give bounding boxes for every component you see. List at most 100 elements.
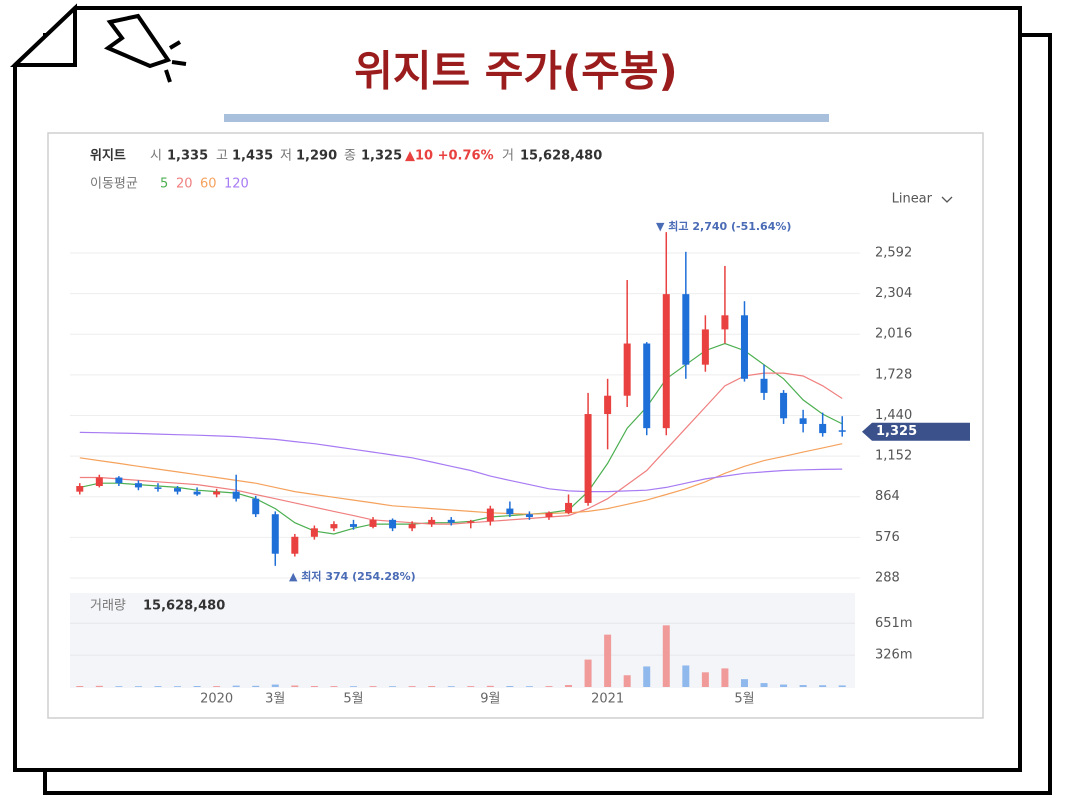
volume-bar <box>271 684 279 687</box>
ma-line <box>79 342 843 535</box>
candle-body <box>134 483 142 488</box>
candle-body <box>232 491 240 499</box>
candle-body <box>799 418 807 424</box>
volume-bar <box>643 666 651 687</box>
volume-label: 거래량 <box>90 599 126 614</box>
ma-legend-entry: 60 <box>200 177 217 192</box>
ma-line <box>79 372 843 525</box>
candle-body <box>623 343 631 396</box>
volume-bar <box>232 685 240 687</box>
y-tick-label: 2,016 <box>875 327 912 342</box>
price-change: ▲10 +0.76% <box>405 149 494 164</box>
ma-legend-entry: 120 <box>224 177 249 192</box>
volume-bar <box>154 686 162 687</box>
dropdown-caret[interactable] <box>941 196 953 203</box>
quote-label: 시 <box>150 149 162 164</box>
quote-value: 1,290 <box>296 149 337 164</box>
quote-value: 1,325 <box>361 149 402 164</box>
volume-bar <box>819 685 827 687</box>
scale-selector[interactable]: Linear <box>892 192 933 207</box>
volume-bar <box>525 686 533 687</box>
title-underline <box>224 114 829 122</box>
volume-bar <box>213 686 221 687</box>
candle-body <box>271 514 279 554</box>
candle-body <box>389 519 397 529</box>
y-tick-label: 1,152 <box>875 449 912 464</box>
candle-body <box>740 315 748 379</box>
candle-body <box>95 477 103 487</box>
ma-legend-entry: 5 <box>160 177 168 192</box>
volume-bar <box>330 686 338 687</box>
y-tick-label: 1,728 <box>875 367 912 382</box>
folded-corner <box>9 3 77 67</box>
candle-body <box>252 498 260 515</box>
candle-body <box>154 487 162 489</box>
candle-body <box>76 486 84 492</box>
volume-bar <box>623 675 631 687</box>
y-tick-label: 576 <box>875 530 900 545</box>
candle-body <box>525 514 533 518</box>
last-price-label: 1,325 <box>876 424 917 439</box>
x-tick-label: 2021 <box>591 692 624 707</box>
candle-body <box>213 491 221 495</box>
candle-body <box>643 343 651 429</box>
quote-label: 종 <box>344 149 356 164</box>
candle-body <box>408 524 416 529</box>
volume-bar <box>662 625 670 687</box>
candle-body <box>545 512 553 518</box>
volume-bar <box>369 686 377 687</box>
y-tick-label: 1,440 <box>875 408 912 423</box>
x-tick-label: 5월 <box>734 692 754 707</box>
volume-bar <box>95 685 103 687</box>
volume-bar <box>115 686 123 687</box>
x-tick-label: 2020 <box>200 692 233 707</box>
volume-total: 15,628,480 <box>143 599 225 614</box>
candle-body <box>760 378 768 393</box>
candle-body <box>506 508 514 515</box>
quote-label: 거 <box>502 149 514 164</box>
stock-name: 위지트 <box>90 149 126 164</box>
candle-body <box>428 519 436 525</box>
candle-body <box>838 430 846 432</box>
volume-bar <box>291 685 299 687</box>
candle-body <box>330 524 338 529</box>
volume-bar <box>447 686 455 687</box>
candle-body <box>310 528 318 537</box>
volume-bar <box>760 683 768 687</box>
volume-bar <box>799 685 807 687</box>
volume-bar <box>584 659 592 687</box>
volume-bar <box>721 668 729 687</box>
ma-line <box>79 431 843 493</box>
min-annotation: ▲ 최저 374 (254.28%) <box>289 569 416 583</box>
candle-body <box>701 329 709 365</box>
volume-bar <box>506 686 514 687</box>
candle-body <box>565 502 573 513</box>
candle-body <box>174 488 182 492</box>
ma-legend: 5 20 60 120 <box>160 177 249 192</box>
volume-bar <box>740 679 748 687</box>
ma-legend-entry: 20 <box>176 177 193 192</box>
plot: 288 576 864 1,152 1,440 1,728 2,016 2,304 2,592 2… <box>70 219 970 707</box>
candle-body <box>682 294 690 365</box>
volume-bar <box>428 686 436 687</box>
quote-label: 고 <box>216 149 228 164</box>
max-annotation: ▼ 최고 2,740 (-51.64%) <box>656 219 791 233</box>
candle-body <box>291 536 299 554</box>
volume-bar <box>701 672 709 687</box>
candle-body <box>662 294 670 429</box>
candle-body <box>193 491 201 495</box>
volume-bar <box>389 686 397 687</box>
quote-label: 저 <box>280 149 292 164</box>
y-tick-label: 2,592 <box>875 245 912 260</box>
volume-bar <box>408 686 416 687</box>
volume-bar <box>780 684 788 687</box>
candle-body <box>721 315 729 330</box>
volume-bar <box>174 686 182 687</box>
candle-body <box>447 519 455 523</box>
quote-value: 15,628,480 <box>520 149 602 164</box>
volume-bar <box>76 686 84 687</box>
volume-bar <box>134 686 142 687</box>
volume-bar <box>604 634 612 687</box>
candle-body <box>369 519 377 527</box>
